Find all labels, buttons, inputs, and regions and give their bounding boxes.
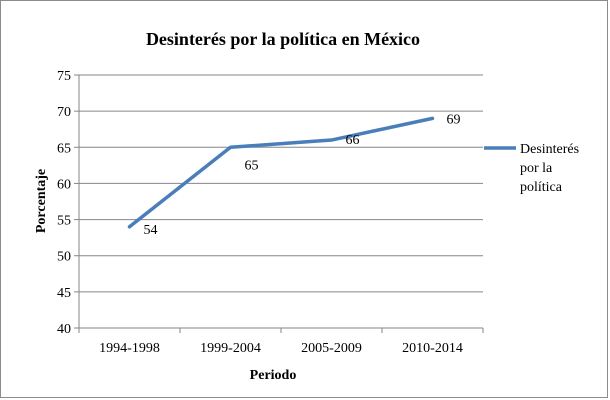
- data-label: 69: [447, 112, 461, 127]
- y-tick-label: 45: [57, 286, 71, 301]
- x-axis-title: Periodo: [250, 368, 297, 383]
- y-axis-title: Porcentaje: [34, 169, 49, 233]
- x-tick-label: 2005-2009: [301, 341, 362, 356]
- data-labels: 54 65 66 69: [144, 112, 461, 237]
- series-layer: [127, 116, 435, 229]
- y-tick-label: 70: [57, 105, 71, 120]
- x-tick-label: 1999-2004: [200, 341, 261, 356]
- data-point: [432, 117, 433, 119]
- data-point: [331, 139, 332, 141]
- data-label: 66: [346, 133, 360, 148]
- y-tick-label: 60: [57, 177, 71, 192]
- y-tick-label: 75: [57, 69, 71, 84]
- chart-title: Desinterés por la política en México: [146, 29, 420, 49]
- legend-label: política: [520, 180, 563, 195]
- data-point: [230, 146, 231, 148]
- x-tick-labels: 1994-1998 1999-2004 2005-2009 2010-2014: [99, 341, 463, 356]
- y-tick-label: 65: [57, 141, 71, 156]
- legend-label: por la: [520, 161, 553, 176]
- legend-label: Desinterés: [520, 142, 579, 157]
- series-line: [127, 116, 435, 229]
- data-label: 54: [144, 223, 158, 238]
- x-tick-label: 1994-1998: [99, 341, 160, 356]
- y-tick-label: 55: [57, 214, 71, 229]
- y-tick-labels: 40 45 50 55 60 65 70 75: [57, 69, 71, 337]
- x-tick-label: 2010-2014: [402, 341, 463, 356]
- data-label: 65: [245, 158, 259, 173]
- axes: [74, 74, 484, 333]
- data-point: [129, 226, 130, 228]
- y-tick-label: 40: [57, 322, 71, 337]
- gridlines: [79, 74, 483, 293]
- y-tick-label: 50: [57, 250, 71, 265]
- legend: Desinterés por la política: [484, 142, 579, 195]
